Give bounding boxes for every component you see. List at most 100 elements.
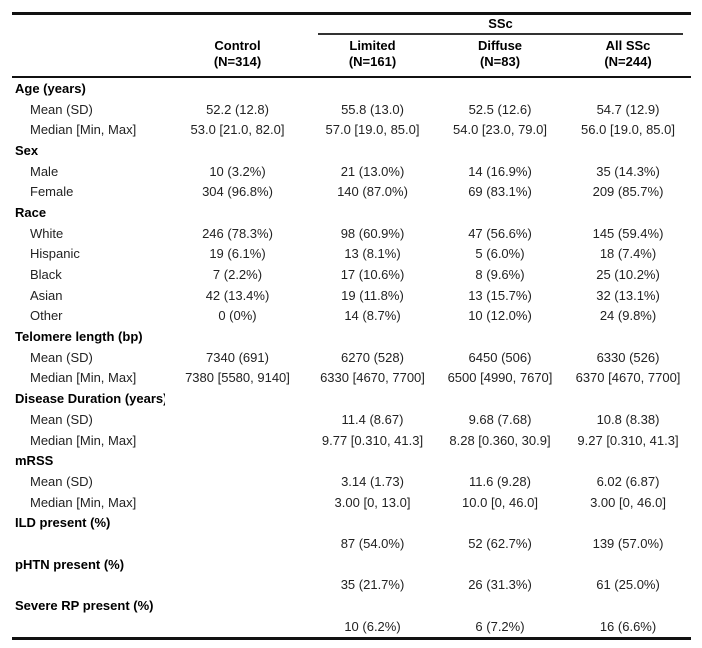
cell: 7340 (691) — [206, 349, 269, 365]
cell — [165, 616, 310, 638]
row-label: Male — [30, 163, 59, 179]
section-row: Sex — [12, 140, 691, 161]
cell: 14 (8.7%) — [344, 308, 401, 324]
cell: 6 (7.2%) — [475, 618, 525, 634]
cell — [165, 554, 310, 575]
cell: 52.2 (12.8) — [206, 101, 269, 117]
cell: 140 (87.0%) — [337, 184, 408, 200]
cell: 9.77 [0.310, 41.3] — [321, 432, 424, 448]
data-row: Other 0 (0%) 14 (8.7%) 10 (12.0%) 24 (9.8%) — [12, 306, 691, 327]
cell: 3.14 (1.73) — [341, 473, 404, 489]
row-label: Other — [30, 308, 63, 324]
data-row: 10 (6.2%) 6 (7.2%) 16 (6.6%) — [12, 616, 691, 638]
cell — [310, 77, 435, 99]
cell — [565, 202, 691, 223]
col-header-name: Control — [214, 38, 261, 53]
row-label: Mean (SD) — [30, 473, 93, 489]
cell: 6370 [4670, 7700] — [575, 370, 681, 386]
cell: 9.68 (7.68) — [468, 411, 532, 427]
cell: 246 (78.3%) — [202, 225, 273, 241]
cell — [435, 388, 565, 409]
row-label: White — [30, 225, 64, 241]
data-row: Mean (SD) 11.4 (8.67) 9.68 (7.68) 10.8 (8.3… — [12, 409, 691, 430]
cell — [435, 140, 565, 161]
cell: 9.27 [0.310, 41.3] — [577, 432, 679, 448]
cell — [165, 512, 310, 533]
row-label-header — [12, 35, 165, 78]
cell — [165, 140, 310, 161]
cell: 18 (7.4%) — [599, 246, 657, 262]
cell — [435, 77, 565, 99]
row-label: Severe RP present (%) — [15, 598, 154, 614]
cell: 14 (16.9%) — [468, 163, 532, 179]
data-row: 35 (21.7%) 26 (31.3%) 61 (25.0%) — [12, 575, 691, 596]
data-row: Median [Min, Max] 53.0 [21.0, 82.0] 57.0 [… — [12, 119, 691, 140]
cell: 24 (9.8%) — [599, 308, 657, 324]
cell: 52.5 (12.6) — [468, 101, 532, 117]
data-row: White 246 (78.3%) 98 (60.9%) 47 (56.6%) 145 … — [12, 223, 691, 244]
cell: 145 (59.4%) — [592, 225, 664, 241]
cell: 11.4 (8.67) — [341, 411, 404, 427]
cell: 6330 (526) — [596, 349, 660, 365]
col-header-name: All SSc — [605, 38, 651, 53]
cell: 10 (12.0%) — [468, 308, 532, 324]
section-row: Age (years) — [12, 77, 691, 99]
cell: 304 (96.8%) — [202, 184, 273, 200]
cell — [310, 450, 435, 471]
cell: 6330 [4670, 7700] — [320, 370, 425, 386]
row-label: Median [Min, Max] — [30, 122, 137, 138]
cell: 57.0 [19.0, 85.0] — [325, 122, 420, 138]
row-label: ILD present (%) — [15, 515, 111, 531]
cell — [165, 575, 310, 596]
group-label: SSc — [318, 16, 684, 35]
table-body: Age (years) Mean (SD) 52.2 (12.8) 55.8 (13.… — [12, 77, 691, 638]
cell — [565, 512, 691, 533]
cell — [165, 492, 310, 513]
cell — [310, 388, 435, 409]
cell: 54.0 [23.0, 79.0] — [453, 122, 547, 138]
row-label: Mean (SD) — [30, 411, 93, 427]
col-header-n: (N=244) — [604, 54, 652, 69]
cell — [565, 595, 691, 616]
cell — [165, 409, 310, 430]
cell: 52 (62.7%) — [468, 535, 532, 551]
cell: 35 (14.3%) — [596, 163, 660, 179]
cell — [565, 77, 691, 99]
cell: 7 (2.2%) — [212, 267, 263, 283]
cell: 32 (13.1%) — [596, 287, 660, 303]
cell — [165, 202, 310, 223]
cell: 6500 [4990, 7670] — [447, 370, 553, 386]
data-row: 87 (54.0%) 52 (62.7%) 139 (57.0%) — [12, 533, 691, 554]
section-row: mRSS — [12, 450, 691, 471]
data-row: Mean (SD) 52.2 (12.8) 55.8 (13.0) 52.5 (12.… — [12, 99, 691, 120]
row-label: mRSS — [15, 453, 54, 469]
section-row: Disease Duration (years) — [12, 388, 691, 409]
cell: 209 (85.7%) — [592, 184, 664, 200]
section-row: Severe RP present (%) — [12, 595, 691, 616]
demographics-table: SSc Control (N=314) Limited (N=161) Diff… — [12, 12, 692, 640]
row-label: Female — [30, 184, 74, 200]
col-header-control: Control (N=314) — [165, 35, 310, 78]
cell: 5 (6.0%) — [475, 246, 525, 262]
cell: 26 (31.3%) — [468, 577, 532, 593]
row-label: Sex — [15, 142, 39, 158]
cell: 10 (3.2%) — [209, 163, 266, 179]
cell — [310, 326, 435, 347]
row-label: Race — [15, 204, 47, 220]
row-label — [12, 616, 165, 638]
cell: 21 (13.0%) — [340, 163, 405, 179]
cell — [565, 554, 691, 575]
col-header-n: (N=161) — [348, 54, 397, 69]
row-label: Asian — [30, 287, 63, 303]
cell: 0 (0%) — [218, 308, 257, 324]
cell: 6.02 (6.87) — [596, 473, 660, 489]
cell: 55.8 (13.0) — [341, 101, 404, 117]
section-row: Race — [12, 202, 691, 223]
data-row: Male 10 (3.2%) 21 (13.0%) 14 (16.9%) 35 (14.… — [12, 161, 691, 182]
cell — [565, 450, 691, 471]
cell: 61 (25.0%) — [596, 577, 660, 593]
row-label: Black — [30, 267, 62, 283]
data-row: Mean (SD) 3.14 (1.73) 11.6 (9.28) 6.02 (6.8… — [12, 471, 691, 492]
cell: 42 (13.4%) — [205, 287, 270, 303]
group-header-row: SSc — [12, 14, 691, 35]
